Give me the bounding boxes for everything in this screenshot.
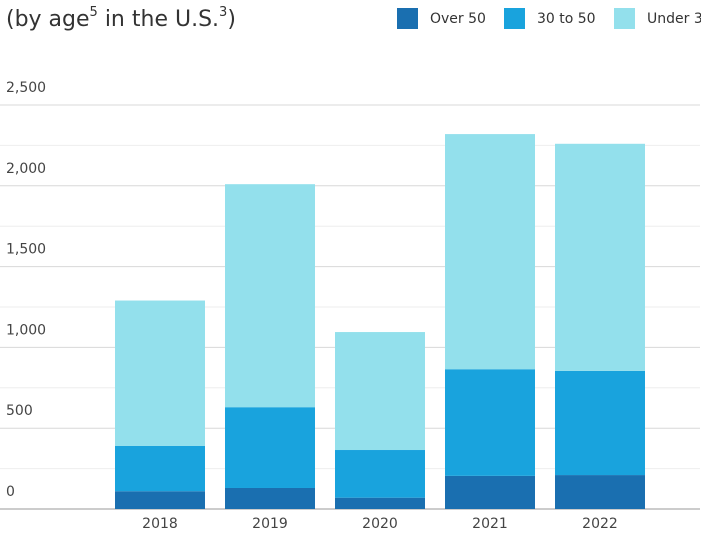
y-tick-label: 1,500 bbox=[6, 242, 46, 258]
y-tick-label: 1,000 bbox=[6, 322, 46, 338]
bar-segment bbox=[555, 475, 645, 509]
bar-segment bbox=[555, 370, 645, 476]
bar-segment bbox=[335, 450, 425, 498]
x-tick-label: 2020 bbox=[362, 516, 398, 532]
chart-title: (by age5 in the U.S.3) bbox=[6, 5, 236, 33]
bar-segment bbox=[445, 369, 535, 476]
legend-swatch bbox=[504, 8, 525, 29]
legend-label: Under 30 bbox=[647, 11, 701, 27]
bar-segment bbox=[115, 491, 205, 509]
title-part: 5 bbox=[90, 5, 98, 20]
bar-segment bbox=[115, 445, 205, 492]
x-tick-label: 2019 bbox=[252, 516, 288, 532]
bar-segment bbox=[115, 300, 205, 446]
bar-segment bbox=[225, 487, 315, 509]
legend-label: Over 50 bbox=[430, 11, 486, 27]
x-tick-label: 2021 bbox=[472, 516, 508, 532]
bar-segment bbox=[445, 134, 535, 370]
y-tick-label: 2,500 bbox=[6, 80, 46, 96]
y-tick-label: 500 bbox=[6, 403, 33, 419]
title-part: 3 bbox=[219, 5, 227, 20]
y-tick-label: 2,000 bbox=[6, 161, 46, 177]
x-tick-label: 2022 bbox=[582, 516, 618, 532]
legend-swatch bbox=[397, 8, 418, 29]
title-part: (by age bbox=[6, 7, 90, 32]
bar-segment bbox=[445, 475, 535, 509]
bar-segment bbox=[335, 497, 425, 509]
title-part: ) bbox=[227, 7, 236, 32]
legend-label: 30 to 50 bbox=[537, 11, 596, 27]
x-tick-label: 2018 bbox=[142, 516, 178, 532]
legend-swatch bbox=[614, 8, 635, 29]
bar-segment bbox=[335, 332, 425, 451]
bar-segment bbox=[225, 184, 315, 408]
y-tick-label: 0 bbox=[6, 484, 15, 500]
title-part: in the U.S. bbox=[98, 7, 219, 32]
bar-segment bbox=[555, 143, 645, 371]
bar-segment bbox=[225, 407, 315, 488]
